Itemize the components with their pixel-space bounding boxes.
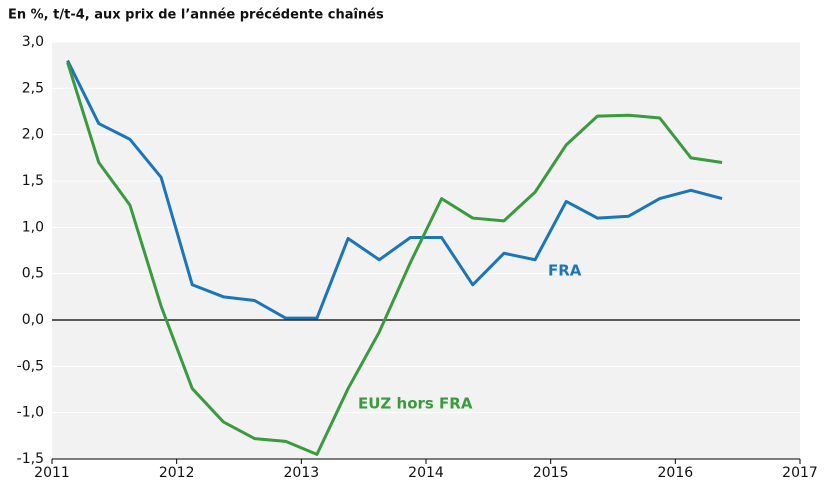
y-tick-label: 0,5: [22, 266, 44, 282]
y-tick-label: 2,5: [22, 80, 44, 96]
x-tick-label: 2013: [284, 465, 320, 481]
series-line: [66, 61, 723, 456]
series-label: EUZ hors FRA: [358, 395, 473, 413]
y-tick-label: -1,0: [17, 405, 44, 421]
y-tick-label: 1,5: [22, 173, 44, 189]
y-tick-label: -1,5: [17, 451, 44, 467]
chart-title: En %, t/t-4, aux prix de l’année précéde…: [8, 8, 384, 23]
x-tick-label: 2015: [533, 465, 569, 481]
y-tick-label: 1,0: [22, 219, 44, 235]
series-label: FRA: [548, 262, 582, 280]
y-tick-label: -0,5: [17, 358, 44, 374]
x-tick-label: 2014: [408, 465, 444, 481]
y-tick-label: 0,0: [22, 312, 44, 328]
y-tick-label: 3,0: [22, 34, 44, 50]
x-tick-label: 2016: [658, 465, 694, 481]
y-tick-label: 2,0: [22, 127, 44, 143]
x-tick-label: 2017: [782, 465, 818, 481]
x-tick-label: 2011: [34, 465, 70, 481]
x-tick-label: 2012: [159, 465, 195, 481]
series-line: [66, 59, 723, 320]
plot-area: [52, 42, 800, 459]
